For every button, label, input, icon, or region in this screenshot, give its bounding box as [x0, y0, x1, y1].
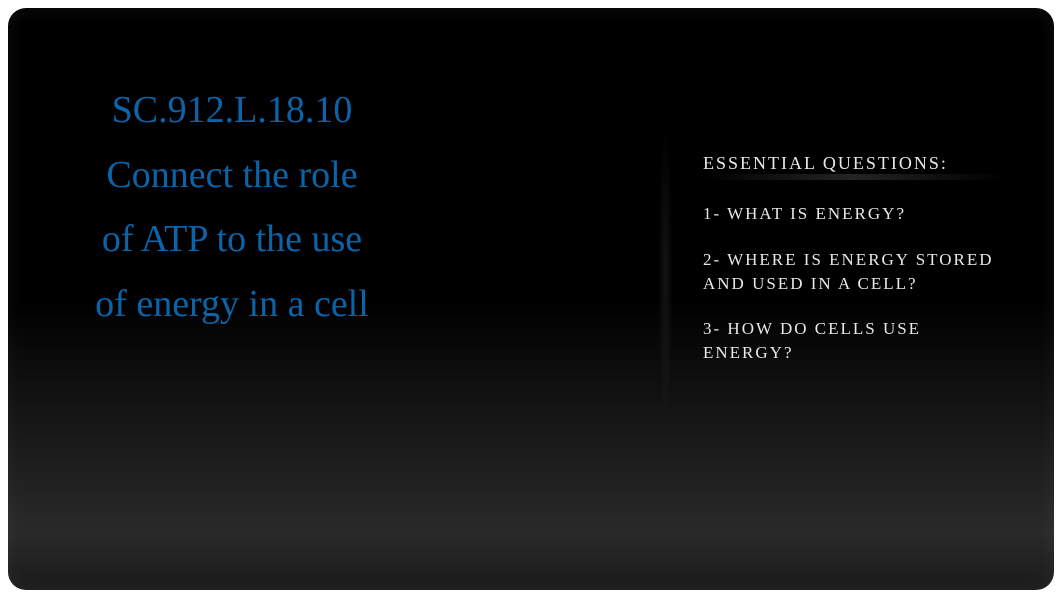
- question-1: 1- WHAT IS ENERGY?: [703, 202, 1003, 226]
- title-block: SC.912.L.18.10 Connect the role of ATP t…: [42, 78, 422, 336]
- title-text: SC.912.L.18.10 Connect the role of ATP t…: [42, 78, 422, 336]
- slide-container: SC.912.L.18.10 Connect the role of ATP t…: [8, 8, 1054, 590]
- title-line-4: of energy in a cell: [95, 283, 369, 325]
- title-line-1: SC.912.L.18.10: [112, 89, 353, 131]
- right-panel: ESSENTIAL QUESTIONS: 1- WHAT IS ENERGY? …: [663, 123, 1043, 427]
- title-line-3: of ATP to the use: [102, 218, 362, 260]
- title-line-2: Connect the role: [106, 154, 357, 196]
- question-2: 2- WHERE IS ENERGY STORED AND USED IN A …: [703, 248, 1003, 296]
- question-3: 3- HOW DO CELLS USE ENERGY?: [703, 317, 1003, 365]
- essential-questions-heading: ESSENTIAL QUESTIONS:: [703, 153, 1003, 180]
